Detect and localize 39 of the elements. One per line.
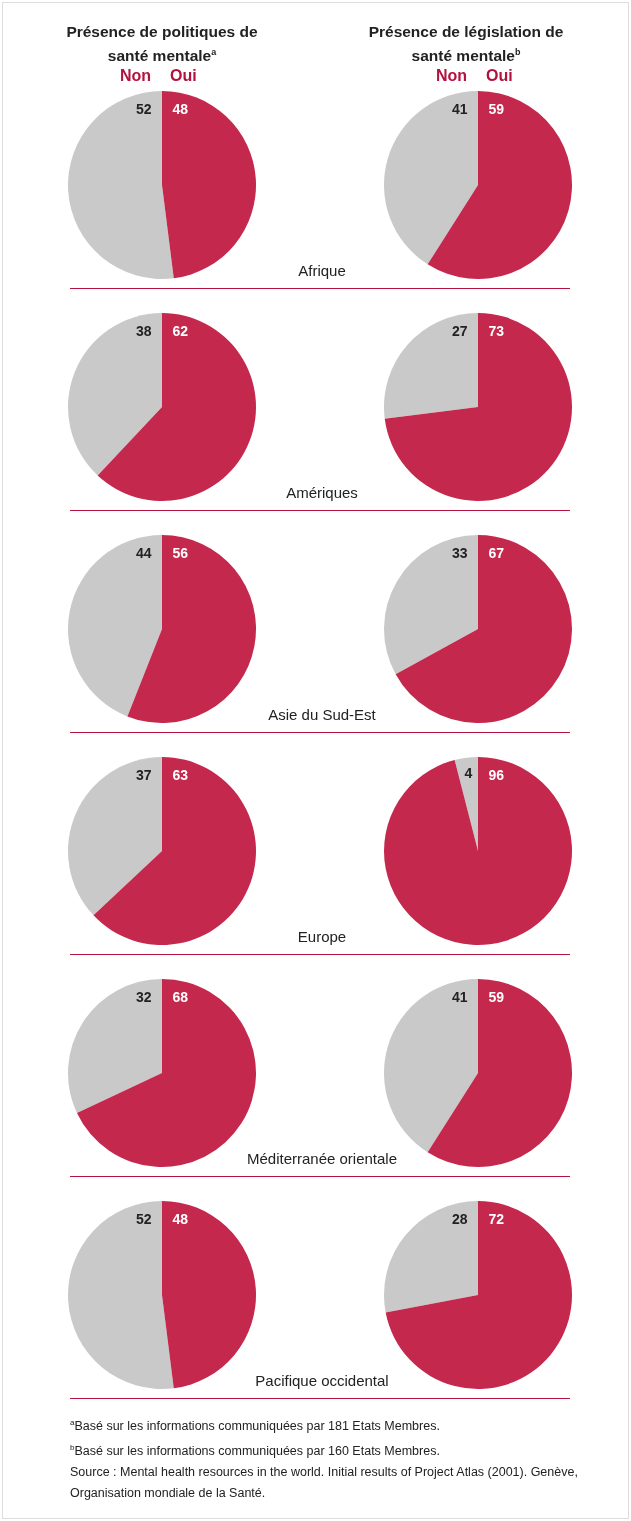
data-label: 68 [172, 988, 189, 1005]
source-note: Source : Mental health resources in the world. Initial results of Project Atlas (2001). Genève, Organisation mondiale de la Santé. [70, 1464, 579, 1502]
slice-label: Oui [170, 67, 197, 85]
slice-label: Non [120, 67, 152, 85]
data-label: 28 [451, 1210, 468, 1227]
data-label: 48 [172, 100, 189, 117]
data-label: 56 [172, 544, 189, 561]
data-label: 67 [488, 544, 505, 561]
data-label: 52 [135, 1210, 152, 1227]
data-label: 37 [135, 766, 152, 783]
text: $^{a}$Basé sur les informations communiquées par 181 Etats Membres. [70, 1417, 441, 1436]
data-label: 73 [488, 322, 505, 339]
data-label: 4 [464, 765, 473, 782]
slice-label: Non [436, 67, 468, 85]
data-label: 33 [451, 544, 468, 561]
data-label: 52 [135, 100, 152, 117]
data-label: 59 [488, 100, 505, 117]
data-label: 72 [488, 1210, 505, 1227]
chart-title: Présence de législation de santé mentale$^{b}$ [367, 22, 565, 67]
text: $^{b}$Basé sur les informations communiquées par 160 Etats Membres. [70, 1442, 441, 1461]
data-label: 27 [451, 322, 468, 339]
text: Asie du Sud-Est [267, 706, 377, 723]
data-label: 41 [451, 988, 468, 1005]
data-label: 32 [135, 988, 152, 1005]
data-label: 48 [172, 1210, 189, 1227]
data-label: 38 [135, 322, 152, 339]
text: Afrique [297, 262, 347, 279]
data-label: 63 [172, 766, 189, 783]
data-label: 62 [172, 322, 189, 339]
chart-title: Présence de politiques de santé mentale$^{a}$ [65, 22, 259, 67]
text: Méditerranée orientale [245, 1150, 399, 1167]
data-label: 44 [135, 544, 152, 561]
data-label: 59 [488, 988, 505, 1005]
data-label: 41 [451, 100, 468, 117]
slice-label: Oui [486, 67, 513, 85]
text: Amériques [285, 484, 359, 501]
text: Europe [296, 928, 348, 945]
data-label: 96 [488, 766, 505, 783]
text: Pacifique occidental [254, 1372, 390, 1389]
